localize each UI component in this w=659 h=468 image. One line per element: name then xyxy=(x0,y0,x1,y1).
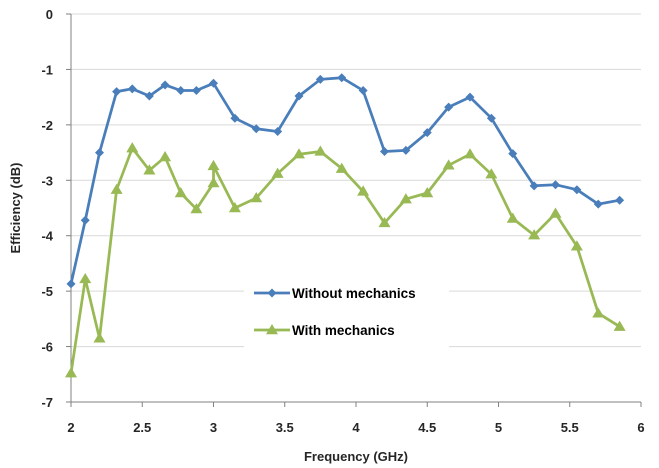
data-point xyxy=(572,185,582,195)
data-point xyxy=(335,162,348,173)
data-point xyxy=(337,73,347,83)
data-point xyxy=(593,199,603,209)
y-tick-label: -5 xyxy=(41,284,53,299)
data-point xyxy=(160,80,170,90)
y-tick-label: -1 xyxy=(41,62,53,77)
legend-label: Without mechanics xyxy=(292,286,416,301)
data-point xyxy=(444,102,454,112)
y-axis-title: Efficiency (dB) xyxy=(8,162,23,253)
data-point xyxy=(93,332,106,343)
data-point xyxy=(442,159,455,170)
data-point xyxy=(271,167,284,178)
legend-item: With mechanics xyxy=(254,323,395,338)
data-point xyxy=(209,78,218,88)
x-tick-label: 4.5 xyxy=(418,420,436,435)
data-point xyxy=(126,142,139,153)
data-point xyxy=(228,202,241,213)
data-point xyxy=(529,181,539,191)
data-point xyxy=(207,177,220,188)
data-point xyxy=(65,367,77,378)
data-point xyxy=(378,216,391,228)
data-point xyxy=(230,113,240,123)
data-point xyxy=(66,279,76,289)
x-tick-label: 5.5 xyxy=(561,420,579,435)
data-point xyxy=(464,148,476,159)
data-point xyxy=(112,87,122,97)
y-tick-label: -6 xyxy=(41,340,53,355)
data-point xyxy=(421,187,434,198)
data-point xyxy=(80,215,90,225)
legend-item: Without mechanics xyxy=(254,286,416,301)
data-point xyxy=(508,149,518,159)
data-point xyxy=(486,113,496,123)
data-point xyxy=(174,187,187,198)
data-point xyxy=(159,151,172,162)
data-point xyxy=(293,148,305,159)
data-point xyxy=(127,84,137,94)
data-point xyxy=(176,85,186,95)
data-point xyxy=(615,195,625,205)
data-point xyxy=(191,85,201,95)
x-tick-label: 3 xyxy=(210,420,217,435)
legend-box xyxy=(244,275,449,352)
data-point xyxy=(401,145,411,155)
data-point xyxy=(465,92,475,102)
x-tick-label: 2 xyxy=(67,420,74,435)
legend: Without mechanics With mechanics xyxy=(244,275,449,352)
series-with-mechanics xyxy=(65,142,626,378)
data-point xyxy=(528,229,541,240)
data-point xyxy=(79,272,92,284)
data-point xyxy=(357,185,370,196)
x-tick-label: 2.5 xyxy=(133,420,151,435)
legend-marker xyxy=(266,324,278,335)
data-point xyxy=(190,203,203,214)
series-line xyxy=(69,76,620,285)
data-point xyxy=(422,128,432,138)
data-point xyxy=(358,85,368,95)
data-point xyxy=(506,212,519,223)
data-point xyxy=(207,159,220,171)
x-tick-label: 6 xyxy=(637,420,644,435)
data-point xyxy=(143,164,156,175)
x-tick-label: 4 xyxy=(352,420,360,435)
x-tick-label: 5 xyxy=(495,420,502,435)
data-point xyxy=(273,127,283,137)
data-point xyxy=(251,124,261,134)
y-tick-label: -7 xyxy=(41,395,53,410)
data-point xyxy=(144,91,154,101)
data-point xyxy=(110,183,123,194)
data-point xyxy=(380,146,389,156)
data-point xyxy=(294,91,304,101)
x-tick-label: 3.5 xyxy=(276,420,294,435)
data-point xyxy=(314,145,327,156)
data-point xyxy=(250,192,263,203)
series-layer xyxy=(65,73,626,378)
data-point xyxy=(613,320,626,331)
x-axis-title: Frequency (GHz) xyxy=(304,449,408,464)
series-without-mechanics xyxy=(66,73,625,289)
axes: 0 -1 -2 -3 -4 -5 -6 -7 2 2.5 3 3.5 4 4.5 5 5.5 6 xyxy=(41,7,644,435)
y-tick-label: -4 xyxy=(41,229,53,244)
y-tick-label: 0 xyxy=(46,7,53,22)
data-point xyxy=(485,168,498,179)
data-point xyxy=(551,180,560,190)
data-point xyxy=(549,207,562,218)
y-tick-label: -3 xyxy=(41,173,53,188)
data-point xyxy=(570,240,583,251)
legend-label: With mechanics xyxy=(292,323,395,338)
data-point xyxy=(95,148,104,158)
data-point xyxy=(592,307,605,318)
y-tick-label: -2 xyxy=(41,118,53,133)
legend-marker xyxy=(267,288,277,298)
data-point xyxy=(399,193,412,204)
data-point xyxy=(315,74,325,84)
